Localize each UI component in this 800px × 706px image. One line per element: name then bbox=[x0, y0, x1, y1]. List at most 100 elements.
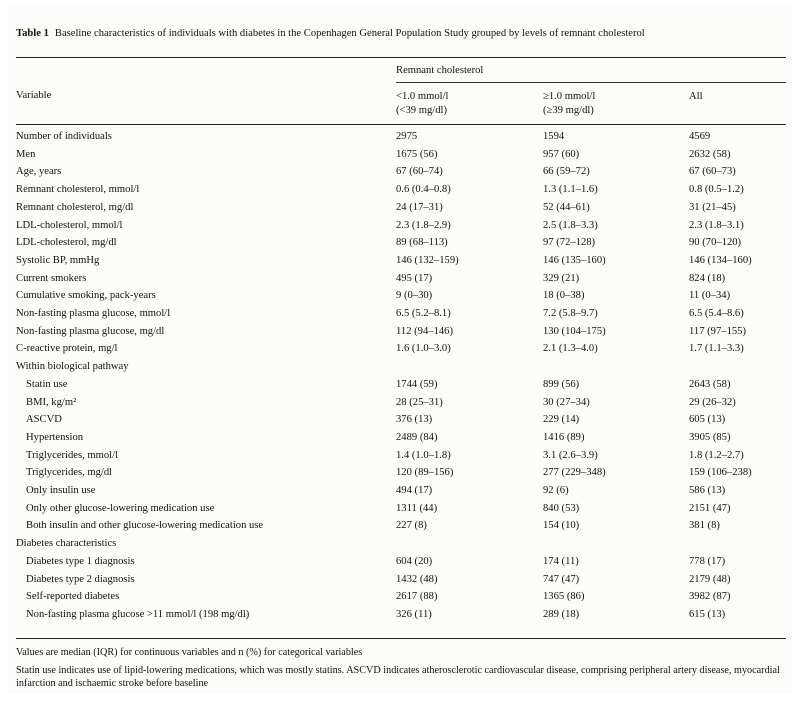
cell-low-remnant: 1744 (59) bbox=[396, 378, 438, 390]
header-col-low: <1.0 mmol/l (<39 mg/dl) bbox=[396, 90, 448, 118]
cell-all: 11 (0–34) bbox=[689, 290, 731, 302]
cell-all: 159 (106–238) bbox=[689, 467, 752, 479]
cell-all: 2179 (48) bbox=[689, 573, 731, 585]
row-label: LDL-cholesterol, mg/dl bbox=[16, 237, 117, 249]
cell-all: 90 (70–120) bbox=[689, 237, 742, 249]
row-label: Current smokers bbox=[16, 272, 87, 284]
cell-all: 3905 (85) bbox=[689, 431, 731, 443]
cell-low-remnant: 326 (11) bbox=[396, 608, 432, 620]
table-row: Systolic BP, mmHg 146 (132–159) 146 (135–1… bbox=[16, 252, 786, 269]
cell-high-remnant: 1416 (89) bbox=[543, 431, 585, 443]
cell-all: 29 (26–32) bbox=[689, 396, 736, 408]
cell-high-remnant: 130 (104–175) bbox=[543, 325, 606, 337]
row-label: ASCVD bbox=[26, 414, 62, 426]
row-label: Diabetes type 1 diagnosis bbox=[26, 555, 135, 567]
row-label: C-reactive protein, mg/l bbox=[16, 343, 118, 355]
header-col-low-line1: <1.0 mmol/l bbox=[396, 91, 449, 102]
cell-all: 146 (134–160) bbox=[689, 254, 752, 266]
cell-all: 2643 (58) bbox=[689, 378, 731, 390]
table-row: Triglycerides, mmol/l 1.4 (1.0–1.8) 3.1 (2… bbox=[16, 447, 786, 464]
cell-high-remnant: 66 (59–72) bbox=[543, 166, 590, 178]
row-label: LDL-cholesterol, mmol/l bbox=[16, 219, 123, 231]
table-row: Non-fasting plasma glucose >11 mmol/l (1… bbox=[16, 606, 786, 623]
row-label: Triglycerides, mmol/l bbox=[26, 449, 119, 461]
cell-low-remnant: 494 (17) bbox=[396, 485, 433, 496]
table-row: Within biological pathway bbox=[16, 358, 786, 375]
table-row: Current smokers 495 (17) 329 (21) 824 (18) bbox=[16, 270, 786, 287]
cell-high-remnant: 1594 bbox=[543, 131, 565, 142]
table-caption: Table 1 Baseline characteristics of indiv… bbox=[16, 26, 786, 41]
cell-all: 615 (13) bbox=[689, 608, 726, 620]
cell-all: 2151 (47) bbox=[689, 502, 731, 514]
row-label: Age, years bbox=[16, 166, 62, 178]
cell-high-remnant: 277 (229–348) bbox=[543, 467, 606, 479]
cell-all: 778 (17) bbox=[689, 555, 726, 567]
row-label: Non-fasting plasma glucose, mmol/l bbox=[16, 308, 171, 319]
cell-high-remnant: 899 (56) bbox=[543, 378, 580, 390]
table-row: ASCVD 376 (13) 229 (14) 605 (13) bbox=[16, 411, 786, 428]
table-row: Remnant cholesterol, mmol/l 0.6 (0.4–0.8)… bbox=[16, 181, 786, 198]
table-row: Cumulative smoking, pack-years 9 (0–30) 18… bbox=[16, 287, 786, 304]
table-row: BMI, kg/m² 28 (25–31) 30 (27–34) 29 (26–32) bbox=[16, 394, 786, 411]
cell-low-remnant: 9 (0–30) bbox=[396, 290, 433, 302]
cell-low-remnant: 146 (132–159) bbox=[396, 254, 459, 266]
cell-high-remnant: 229 (14) bbox=[543, 414, 580, 426]
cell-low-remnant: 227 (8) bbox=[396, 520, 427, 532]
cell-all: 31 (21–45) bbox=[689, 201, 736, 213]
table-row: Age, years 67 (60–74) 66 (59–72) 67 (60–73) bbox=[16, 163, 786, 180]
cell-high-remnant: 92 (6) bbox=[543, 485, 569, 496]
cell-low-remnant: 1432 (48) bbox=[396, 573, 438, 585]
table-row: Men 1675 (56) 957 (60) 2632 (58) bbox=[16, 146, 786, 163]
cell-all: 605 (13) bbox=[689, 414, 726, 426]
row-label: Both insulin and other glucose-lowering … bbox=[26, 520, 264, 532]
row-label: Non-fasting plasma glucose, mg/dl bbox=[16, 325, 165, 337]
cell-low-remnant: 112 (94–146) bbox=[396, 325, 453, 337]
header-col-high-line1: ≥1.0 mmol/l bbox=[543, 91, 596, 102]
table-row: Triglycerides, mg/dl 120 (89–156) 277 (229… bbox=[16, 464, 786, 481]
cell-low-remnant: 495 (17) bbox=[396, 272, 433, 284]
cell-high-remnant: 30 (27–34) bbox=[543, 396, 590, 408]
cell-high-remnant: 3.1 (2.6–3.9) bbox=[543, 449, 598, 461]
cell-low-remnant: 2489 (84) bbox=[396, 431, 438, 443]
cell-all: 1.7 (1.1–3.3) bbox=[689, 343, 744, 355]
table-row: C-reactive protein, mg/l 1.6 (1.0–3.0) 2.1… bbox=[16, 340, 786, 357]
cell-low-remnant: 604 (20) bbox=[396, 555, 433, 567]
row-label: Only insulin use bbox=[26, 485, 96, 496]
cell-all: 2632 (58) bbox=[689, 148, 731, 160]
table-row: Non-fasting plasma glucose, mmol/l 6.5 (5… bbox=[16, 305, 786, 322]
table-row: Remnant cholesterol, mg/dl 24 (17–31) 52 (… bbox=[16, 199, 786, 216]
cell-all: 67 (60–73) bbox=[689, 166, 736, 178]
cell-low-remnant: 67 (60–74) bbox=[396, 166, 443, 178]
header-variable: Variable bbox=[16, 90, 52, 101]
row-label: Statin use bbox=[26, 378, 68, 390]
row-label: Triglycerides, mg/dl bbox=[26, 467, 113, 479]
cell-high-remnant: 2.5 (1.8–3.3) bbox=[543, 219, 598, 231]
cell-low-remnant: 2.3 (1.8–2.9) bbox=[396, 219, 451, 231]
table-row: LDL-cholesterol, mmol/l 2.3 (1.8–2.9) 2.5 … bbox=[16, 217, 786, 234]
table-row: Hypertension 2489 (84) 1416 (89) 3905 (85) bbox=[16, 429, 786, 446]
row-label: Cumulative smoking, pack-years bbox=[16, 290, 156, 302]
header-col-all: All bbox=[689, 91, 703, 102]
cell-low-remnant: 1.6 (1.0–3.0) bbox=[396, 343, 451, 355]
table-row: Only other glucose-lowering medication u… bbox=[16, 500, 786, 517]
cell-all: 586 (13) bbox=[689, 485, 726, 496]
cell-low-remnant: 24 (17–31) bbox=[396, 201, 443, 213]
cell-all: 824 (18) bbox=[689, 272, 726, 284]
cell-all: 117 (97–155) bbox=[689, 325, 746, 337]
row-label: Men bbox=[16, 148, 36, 160]
cell-low-remnant: 89 (68–113) bbox=[396, 237, 448, 249]
cell-low-remnant: 376 (13) bbox=[396, 414, 433, 426]
row-label: Remnant cholesterol, mg/dl bbox=[16, 201, 134, 213]
cell-high-remnant: 154 (10) bbox=[543, 520, 580, 532]
table-page: Table 1 Baseline characteristics of indiv… bbox=[8, 6, 792, 694]
table-row: Both insulin and other glucose-lowering … bbox=[16, 517, 786, 534]
header-rule bbox=[16, 124, 786, 125]
cell-all: 4569 bbox=[689, 131, 711, 142]
table-row: Statin use 1744 (59) 899 (56) 2643 (58) bbox=[16, 376, 786, 393]
cell-high-remnant: 1.3 (1.1–1.6) bbox=[543, 184, 598, 196]
table-row: Only insulin use 494 (17) 92 (6) 586 (13) bbox=[16, 482, 786, 499]
header-col-high-line2: (≥39 mg/dl) bbox=[543, 105, 594, 116]
footnote-abbreviations: Statin use indicates use of lipid-loweri… bbox=[16, 665, 780, 689]
header-group: Remnant cholesterol bbox=[396, 65, 484, 76]
row-label: Number of individuals bbox=[16, 131, 112, 142]
